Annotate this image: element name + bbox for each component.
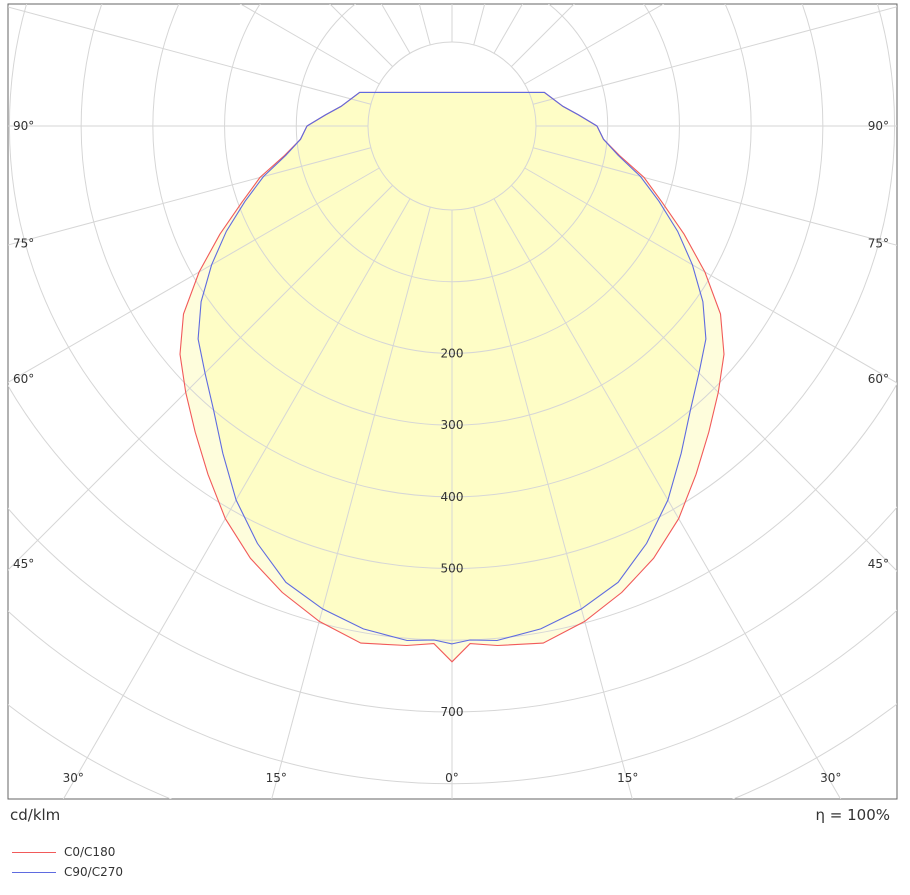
- radial-label-300: 300: [441, 418, 464, 432]
- grid-spoke-l45: [8, 185, 393, 571]
- grid-spoke-l30: [62, 198, 411, 799]
- angle-label-bottom-r0: 0°: [445, 771, 459, 785]
- legend: C0/C180 C90/C270: [12, 842, 123, 882]
- radial-label-200: 200: [441, 346, 464, 360]
- angle-label-right-90: 90°: [868, 119, 889, 133]
- legend-item-c90-c270: C90/C270: [12, 862, 123, 882]
- grid-spoke-r15: [473, 207, 633, 799]
- grid-spoke-r120: [524, 4, 665, 85]
- angle-label-right-75: 75°: [868, 236, 889, 250]
- grid-spoke-r75: [533, 147, 897, 246]
- angle-label-right-60: 60°: [868, 372, 889, 386]
- curve-lines: [179, 91, 725, 663]
- angle-label-right-45: 45°: [868, 557, 889, 571]
- grid-spoke-l60: [8, 167, 380, 383]
- grid-spoke-l105: [8, 6, 371, 105]
- legend-label-c90-c270: C90/C270: [64, 865, 123, 879]
- radial-label-700: 700: [441, 705, 464, 719]
- tick-labels: 200 300 400 500 700 90° 90° 75° 75° 60° 60° 45° 45° 3…: [13, 119, 889, 785]
- angle-label-bottom-l30: 30°: [63, 771, 84, 785]
- curve-line-c90-c270: [197, 91, 707, 645]
- grid-spoke-r105: [533, 6, 897, 105]
- unit-label: cd/klm: [10, 806, 61, 824]
- grid-spoke-r45: [511, 185, 897, 572]
- grid-spoke-r30: [493, 198, 842, 799]
- angle-label-bottom-l15: 15°: [266, 771, 287, 785]
- radial-label-500: 500: [441, 562, 464, 576]
- legend-label-c0-c180: C0/C180: [64, 845, 116, 859]
- radial-label-400: 400: [441, 490, 464, 504]
- angle-label-bottom-r30: 30°: [820, 771, 841, 785]
- grid-spoke-l15: [271, 207, 431, 799]
- grid-spoke-l120: [239, 4, 380, 85]
- legend-swatch-c0-c180: [12, 851, 56, 853]
- angle-label-bottom-r15: 15°: [617, 771, 638, 785]
- grid-spoke-l75: [8, 147, 371, 246]
- legend-item-c0-c180: C0/C180: [12, 842, 123, 862]
- angle-label-left-45: 45°: [13, 557, 34, 571]
- legend-swatch-c90-c270: [12, 871, 56, 873]
- angle-label-left-60: 60°: [13, 372, 34, 386]
- grid-spoke-r60: [524, 167, 897, 384]
- angle-label-left-75: 75°: [13, 236, 34, 250]
- efficiency-label: η = 100%: [815, 806, 891, 824]
- angle-label-left-90: 90°: [13, 119, 34, 133]
